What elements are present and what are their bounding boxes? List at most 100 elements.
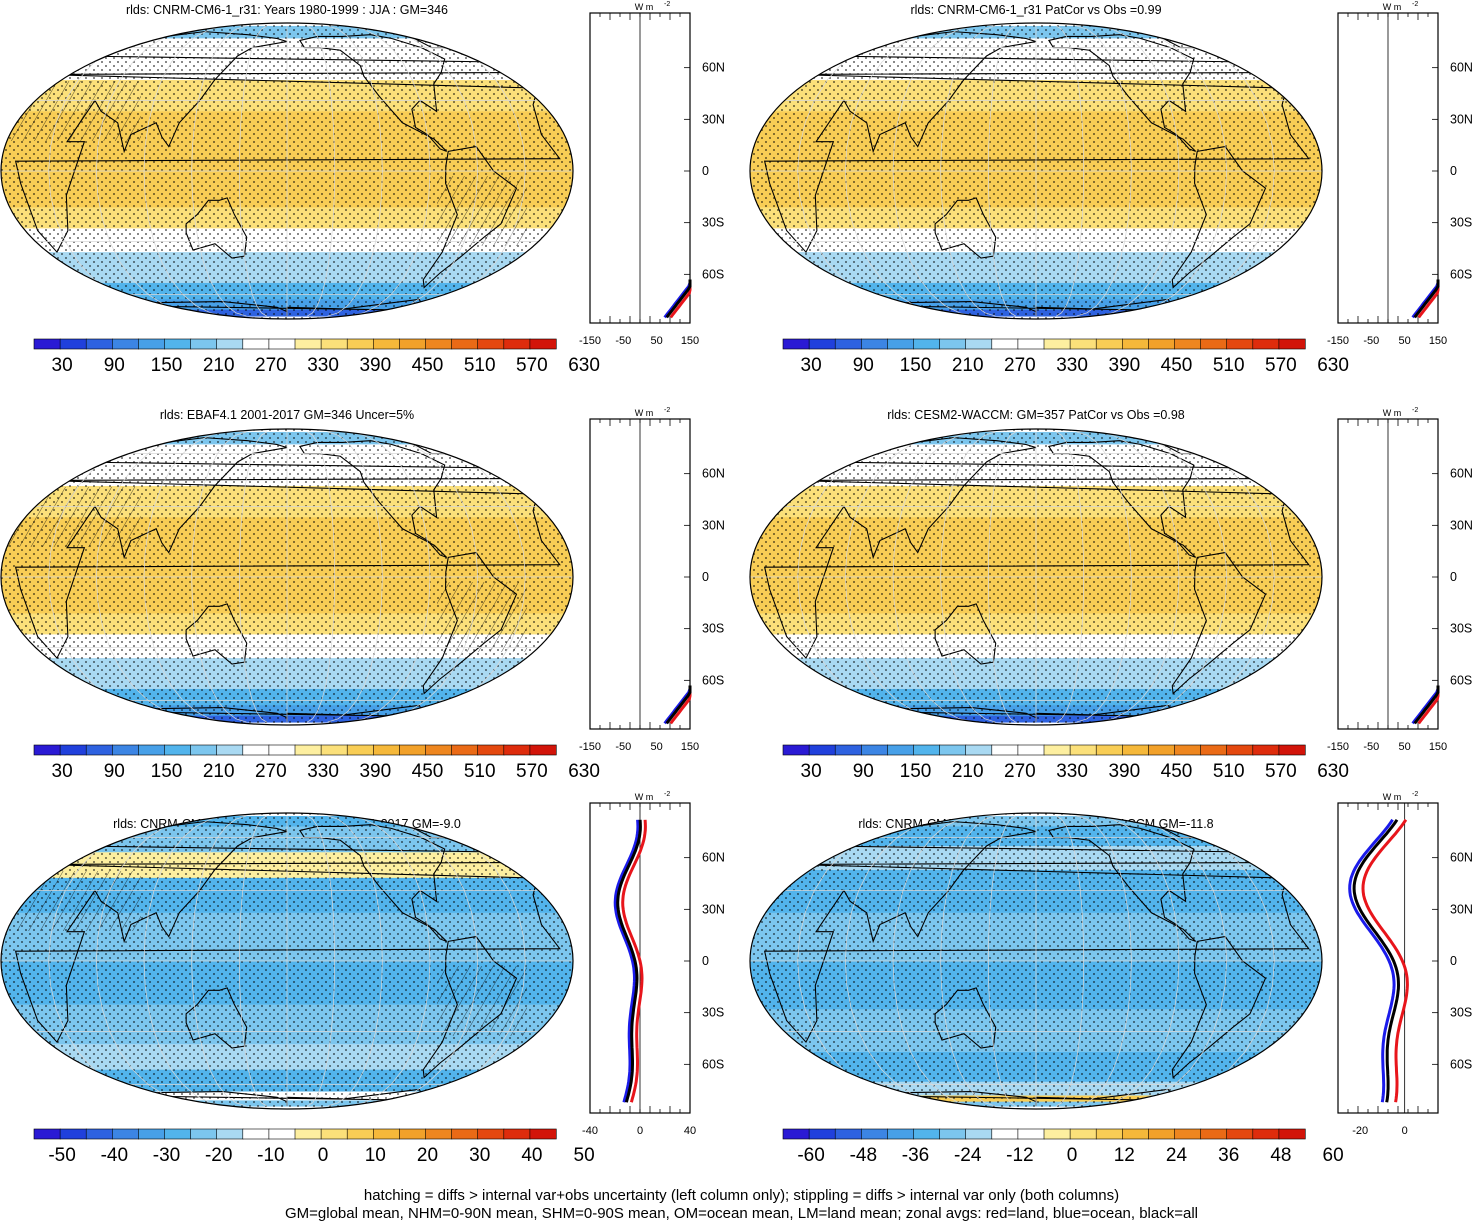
colorbar-tick-label: 390 — [1108, 355, 1140, 376]
colorbar-cell — [294, 1128, 322, 1140]
zonal-curve-all — [1413, 279, 1440, 319]
colorbar-cell — [503, 744, 531, 756]
zonal-curve-ocean — [613, 819, 640, 1103]
colorbar-cell — [242, 744, 270, 756]
colorbar-cell — [1122, 338, 1150, 350]
colorbar-tick-label: 150 — [151, 355, 183, 376]
colorbar-cell — [346, 338, 374, 350]
map-panel: rlds: CNRM-CM6-1_r31: Change vs CESM2-WA… — [749, 791, 1473, 1166]
colorbar-cell — [138, 744, 166, 756]
colorbar-cell — [1200, 338, 1228, 350]
colorbar-cell — [1252, 338, 1280, 350]
colorbar-cell — [216, 338, 244, 350]
zonal-xtick-label: 50 — [1399, 741, 1411, 753]
zonal-xtick-label: -20 — [1352, 1125, 1368, 1137]
colorbar-cell — [164, 1128, 192, 1140]
colorbar-cell — [372, 338, 400, 350]
colorbar-cell — [1174, 1128, 1202, 1140]
colorbar-cell — [33, 744, 61, 756]
zonal-curve-all — [616, 819, 642, 1103]
colorbar-tick-label: 510 — [464, 761, 496, 782]
colorbar-tick-label: 450 — [412, 761, 444, 782]
colorbar-cell — [503, 338, 531, 350]
zonal-curve-ocean — [1348, 818, 1396, 1103]
map-panel: rlds: CNRM-CM6-1_r31: Bias vs EBAF4.1 20… — [0, 791, 725, 1166]
colorbar-cell — [860, 744, 888, 756]
zonal-lat-label: 30S — [1450, 622, 1472, 636]
colorbar-cell — [425, 338, 453, 350]
colorbar-tick-label: 330 — [307, 761, 339, 782]
colorbar-tick-label: 450 — [412, 355, 444, 376]
colorbar-cell — [425, 1128, 453, 1140]
colorbar-cell — [138, 338, 166, 350]
colorbar-cell — [451, 338, 479, 350]
colorbar-cell — [913, 744, 941, 756]
map-border — [749, 22, 1323, 320]
colorbar-cell — [1122, 744, 1150, 756]
colorbar-cell — [1095, 1128, 1123, 1140]
zonal-lat-label: 0 — [1450, 954, 1457, 968]
colorbar-cell — [33, 338, 61, 350]
colorbar-cell — [1174, 744, 1202, 756]
colorbar-cell — [112, 744, 140, 756]
colorbar-cell — [1148, 744, 1176, 756]
colorbar-cell — [1226, 1128, 1254, 1140]
colorbar-cell — [808, 1128, 836, 1140]
colorbar-cell — [320, 1128, 348, 1140]
colorbar-tick-label: 570 — [516, 761, 548, 782]
map-field — [1, 813, 573, 1109]
colorbar-tick-label: 48 — [1270, 1145, 1291, 1166]
zonal-lat-label: 30S — [702, 1006, 724, 1020]
colorbar-tick-label: -10 — [257, 1145, 284, 1166]
colorbar-tick-label: 210 — [203, 761, 235, 782]
colorbar-cell — [913, 338, 941, 350]
zonal-xtick-label: 150 — [1429, 741, 1447, 753]
zonal-curve-land — [1361, 818, 1409, 1103]
zonal-units-exponent: -2 — [664, 407, 670, 414]
map-field — [750, 813, 1322, 1109]
colorbar-tick-label: 630 — [1317, 355, 1349, 376]
zonal-lat-label: 0 — [702, 164, 709, 178]
colorbar-cell — [399, 1128, 427, 1140]
colorbar-cell — [1043, 1128, 1071, 1140]
colorbar-cell — [190, 1128, 218, 1140]
map-border — [749, 428, 1323, 726]
zonal-units-label: W m — [1383, 408, 1402, 418]
colorbar-tick-label: 30 — [801, 355, 822, 376]
colorbar-tick-label: 24 — [1166, 1145, 1188, 1166]
colorbar-cell — [529, 744, 557, 756]
colorbar-tick-label: 390 — [359, 355, 391, 376]
colorbar-cell — [190, 744, 218, 756]
colorbar-tick-label: 570 — [1265, 355, 1297, 376]
colorbar-cell — [939, 1128, 967, 1140]
zonal-lat-label: 60S — [1450, 267, 1472, 281]
zonal-lat-label: 60S — [1450, 1057, 1472, 1071]
zonal-xtick-label: 40 — [684, 1125, 696, 1137]
zonal-xtick-label: -150 — [1327, 335, 1349, 347]
zonal-lat-label: 30S — [702, 622, 724, 636]
zonal-lat-label: 30S — [1450, 1006, 1472, 1020]
colorbar-tick-label: 60 — [1323, 1145, 1344, 1166]
hatching-overlay — [1, 871, 141, 931]
colorbar-tick-label: 150 — [151, 761, 183, 782]
colorbar-tick-label: 90 — [104, 355, 125, 376]
colorbar-cell — [1252, 1128, 1280, 1140]
colorbar-cell — [477, 744, 505, 756]
colorbar-cell — [320, 338, 348, 350]
zonal-units-label: W m — [635, 408, 654, 418]
zonal-units-label: W m — [635, 2, 654, 12]
colorbar-tick-label: 270 — [1004, 355, 1036, 376]
zonal-lat-label: 30N — [702, 902, 725, 916]
zonal-units-label: W m — [1383, 2, 1402, 12]
colorbar-tick-label: -20 — [205, 1145, 232, 1166]
colorbar-cell — [834, 338, 862, 350]
colorbar-tick-label: 630 — [568, 355, 600, 376]
zonal-xtick-label: 0 — [1402, 1125, 1408, 1137]
colorbar-cell — [85, 1128, 113, 1140]
zonal-lat-label: 60N — [1450, 61, 1473, 75]
zonal-lat-label: 60S — [702, 267, 724, 281]
colorbar-tick-label: 30 — [52, 355, 73, 376]
zonal-lat-label: 0 — [1450, 164, 1457, 178]
zonal-lat-label: 60N — [702, 851, 725, 865]
